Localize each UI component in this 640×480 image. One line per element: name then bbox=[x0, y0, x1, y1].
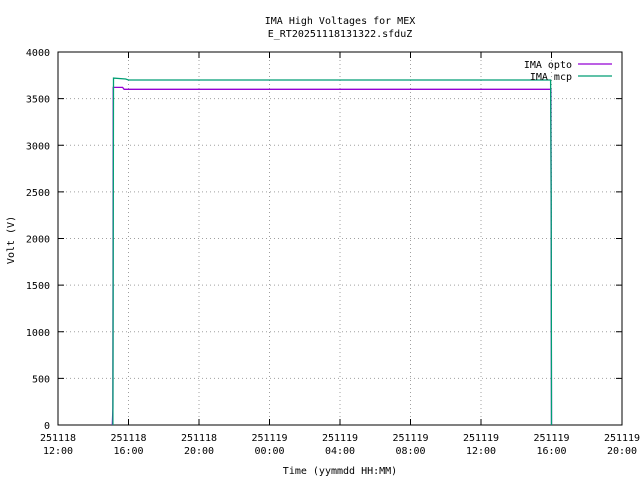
x-tick-label: 251119 04:00 bbox=[322, 433, 358, 457]
chart-subtitle: E_RT20251118131322.sfduZ bbox=[268, 29, 413, 40]
series-line bbox=[112, 77, 553, 426]
x-tick-label: 251118 12:00 bbox=[40, 433, 76, 457]
y-tick-label: 0 bbox=[44, 421, 50, 432]
y-tick-label: 500 bbox=[32, 374, 50, 385]
y-tick-label: 1500 bbox=[26, 281, 50, 292]
x-tick-label: 251119 08:00 bbox=[392, 433, 428, 457]
chart-title: IMA High Voltages for MEX bbox=[265, 16, 416, 27]
y-tick-label: 2000 bbox=[26, 235, 50, 246]
y-tick-label: 2500 bbox=[26, 188, 50, 199]
x-tick-label: 251119 00:00 bbox=[251, 433, 287, 457]
y-tick-label: 4000 bbox=[26, 48, 50, 59]
x-tick-label: 251119 20:00 bbox=[604, 433, 640, 457]
x-tick-label: 251119 16:00 bbox=[533, 433, 569, 457]
x-tick-label: 251119 12:00 bbox=[463, 433, 499, 457]
y-axis-label: Volt (V) bbox=[6, 216, 17, 264]
y-tick-label: 1000 bbox=[26, 328, 50, 339]
y-tick-label: 3500 bbox=[26, 95, 50, 106]
x-axis-label: Time (yymmdd HH:MM) bbox=[283, 466, 397, 477]
x-tick-label: 251118 16:00 bbox=[110, 433, 146, 457]
plot-frame bbox=[57, 51, 623, 426]
legend-label: IMA mcp bbox=[530, 72, 572, 83]
y-tick-label: 3000 bbox=[26, 141, 50, 152]
legend-label: IMA opto bbox=[524, 60, 572, 71]
x-tick-label: 251118 20:00 bbox=[181, 433, 217, 457]
series-line bbox=[111, 86, 553, 426]
